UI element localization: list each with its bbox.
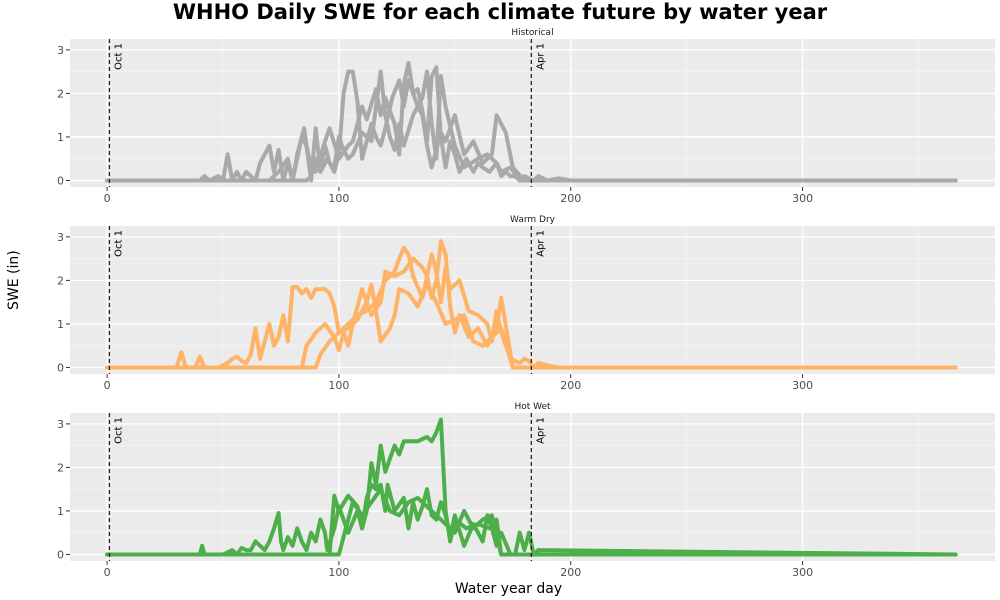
- x-tick-label: 0: [104, 566, 111, 579]
- chart-title: WHHO Daily SWE for each climate future b…: [172, 0, 828, 24]
- series-line-2: [105, 69, 958, 183]
- x-tick-label: 200: [560, 379, 581, 392]
- series-line-0: [105, 65, 958, 183]
- y-tick-label: 0: [57, 548, 64, 561]
- reference-line-label: Oct 1: [113, 43, 124, 70]
- y-tick-label: 3: [57, 44, 64, 57]
- y-tick-label: 2: [57, 274, 64, 287]
- x-tick-label: 300: [792, 379, 813, 392]
- y-tick-label: 1: [57, 131, 64, 144]
- panel-background: [70, 226, 995, 374]
- y-tick-label: 3: [57, 231, 64, 244]
- panel-2: Hot Wet Oct 1 Apr 1 0 1 2 3 0 100 200 300: [57, 402, 995, 579]
- reference-line-label: Apr 1: [535, 43, 546, 70]
- y-tick-label: 2: [57, 461, 64, 474]
- y-tick-label: 2: [57, 87, 64, 100]
- x-axis-label: Water year day: [454, 581, 563, 597]
- reference-line-label: Oct 1: [113, 230, 124, 257]
- y-tick-label: 3: [57, 418, 64, 431]
- x-tick-label: 300: [792, 566, 813, 579]
- x-tick-label: 0: [104, 379, 111, 392]
- y-tick-label: 1: [57, 318, 64, 331]
- series-line-1: [105, 239, 958, 370]
- panel-title: Warm Dry: [510, 215, 556, 225]
- panel-title: Historical: [511, 28, 553, 38]
- reference-line-label: Oct 1: [113, 417, 124, 444]
- x-tick-label: 200: [560, 192, 581, 205]
- x-tick-label: 100: [328, 566, 349, 579]
- panel-title: Hot Wet: [514, 402, 551, 412]
- reference-line-label: Apr 1: [535, 230, 546, 257]
- series-line-2: [105, 487, 958, 557]
- panel-background: [70, 413, 995, 561]
- series-line-2: [105, 282, 958, 370]
- panel-1: Warm Dry Oct 1 Apr 1 0 1 2 3 0 100 200 300: [57, 215, 995, 392]
- x-tick-label: 300: [792, 192, 813, 205]
- panel-background: [70, 39, 995, 187]
- x-tick-label: 0: [104, 192, 111, 205]
- x-tick-label: 100: [328, 192, 349, 205]
- y-tick-label: 1: [57, 505, 64, 518]
- panel-0: Historical Oct 1 Apr 1 0 1 2 3 0 100 200 300: [57, 28, 995, 205]
- x-tick-label: 200: [560, 566, 581, 579]
- y-tick-label: 0: [57, 174, 64, 187]
- x-tick-label: 100: [328, 379, 349, 392]
- y-tick-label: 0: [57, 361, 64, 374]
- reference-line-label: Apr 1: [535, 417, 546, 444]
